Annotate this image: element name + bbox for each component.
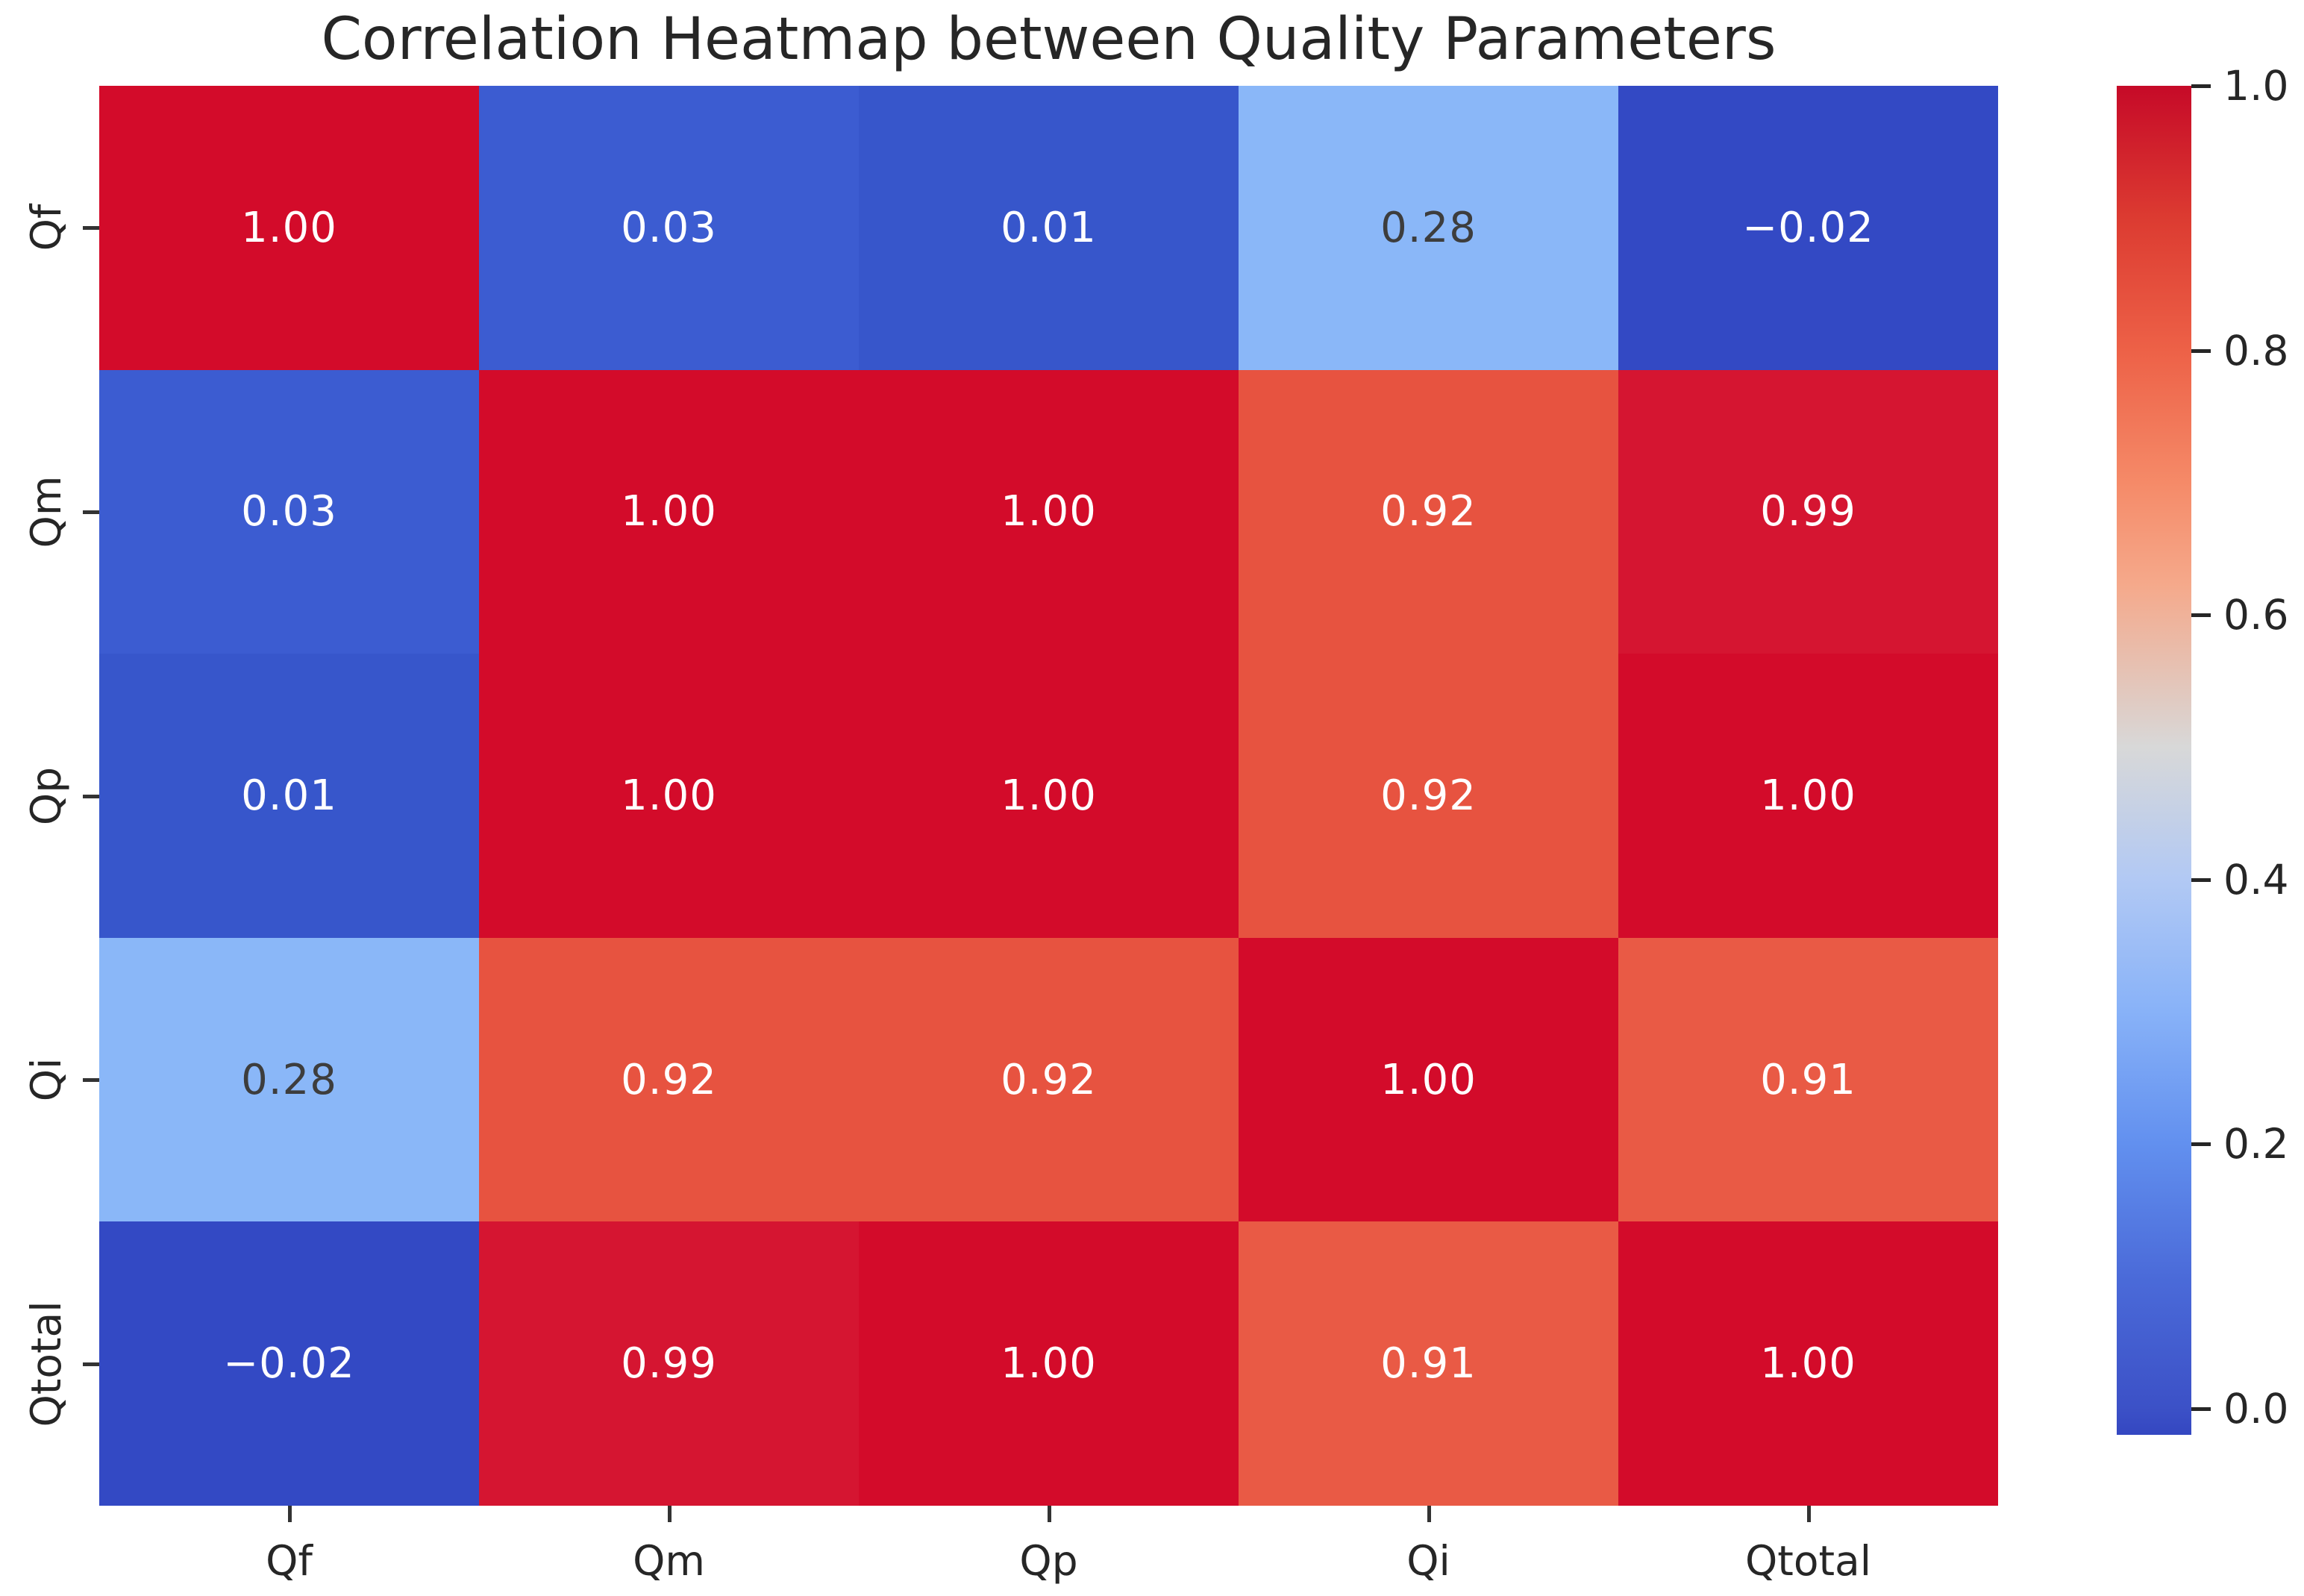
cell-value: 1.00 (1760, 1339, 1856, 1389)
y-axis-label-qi: Qi (22, 1057, 70, 1102)
y-tick-mark (83, 1078, 99, 1083)
cell-value: 0.03 (241, 487, 337, 536)
heatmap-cell: 0.91 (1239, 1221, 1618, 1506)
y-axis-label-qp: Qp (22, 766, 70, 825)
cell-value: 0.92 (1380, 771, 1477, 820)
colorbar-tick-label: 0.6 (2223, 591, 2289, 639)
heatmap-cell: 1.00 (1618, 654, 1998, 938)
colorbar (2117, 86, 2191, 1435)
x-axis-label-qp: Qp (1019, 1537, 1078, 1585)
cell-value: −0.02 (1742, 203, 1874, 252)
heatmap-cell: −0.02 (1618, 86, 1998, 370)
heatmap-cell: −0.02 (99, 1221, 479, 1506)
cell-value: 0.01 (241, 771, 337, 820)
colorbar-tick-mark (2191, 877, 2211, 882)
heatmap-cell: 1.00 (99, 86, 479, 370)
cell-value: 1.00 (1001, 487, 1097, 536)
x-axis-label-qi: Qi (1406, 1537, 1450, 1585)
colorbar-tick-mark (2191, 1406, 2211, 1411)
heatmap-cell: 0.03 (479, 86, 859, 370)
heatmap-cell: 0.92 (1239, 369, 1618, 654)
heatmap-cell: 1.00 (1239, 937, 1618, 1222)
cell-value: 0.03 (621, 203, 717, 252)
heatmap-cell: 0.91 (1618, 937, 1998, 1222)
cell-value: 1.00 (1760, 771, 1856, 820)
x-axis-label-qm: Qm (633, 1537, 705, 1585)
heatmap-cell: 1.00 (859, 654, 1239, 938)
colorbar-tick-label: 0.4 (2223, 855, 2289, 904)
cell-value: 0.99 (621, 1339, 717, 1389)
y-axis-label-qtotal: Qtotal (22, 1301, 70, 1427)
cell-value: 0.99 (1760, 487, 1856, 536)
cell-value: 0.92 (1001, 1055, 1097, 1104)
heatmap-cell: 1.00 (479, 369, 859, 654)
heatmap-cell: 0.03 (99, 369, 479, 654)
cell-value: 0.91 (1380, 1339, 1477, 1389)
x-tick-mark (1047, 1506, 1051, 1522)
chart-title: Correlation Heatmap between Quality Para… (321, 6, 1776, 73)
heatmap-cell: 0.99 (1618, 369, 1998, 654)
colorbar-tick-mark (2191, 84, 2211, 88)
x-tick-mark (1806, 1506, 1811, 1522)
y-tick-mark (83, 1362, 99, 1366)
y-axis-label-qm: Qm (22, 475, 70, 548)
heatmap-cell: 0.92 (859, 937, 1239, 1222)
heatmap-cell: 0.01 (99, 654, 479, 938)
cell-value: 1.00 (1001, 1339, 1097, 1389)
y-tick-mark (83, 794, 99, 798)
x-tick-mark (667, 1506, 672, 1522)
cell-value: 1.00 (621, 771, 717, 820)
cell-value: 0.28 (1380, 203, 1477, 252)
cell-value: 0.01 (1001, 203, 1097, 252)
x-axis-label-qtotal: Qtotal (1744, 1537, 1872, 1585)
cell-value: 0.92 (1380, 487, 1477, 536)
colorbar-tick-label: 0.8 (2223, 326, 2289, 375)
y-axis-label-qf: Qf (22, 204, 70, 251)
heatmap-cell: 1.00 (479, 654, 859, 938)
x-axis-label-qf: Qf (266, 1537, 313, 1585)
cell-value: 0.91 (1760, 1055, 1856, 1104)
colorbar-tick-label: 1.0 (2223, 62, 2289, 110)
colorbar-tick-label: 0.0 (2223, 1384, 2289, 1433)
heatmap-grid: 1.00 0.03 0.01 0.28 −0.02 0.03 1.00 1.00 0.92 0.9… (99, 86, 1998, 1506)
x-tick-mark (1427, 1506, 1431, 1522)
colorbar-tick-label: 0.2 (2223, 1120, 2289, 1168)
heatmap-cell: 1.00 (859, 369, 1239, 654)
cell-value: 0.92 (621, 1055, 717, 1104)
heatmap-cell: 1.00 (859, 1221, 1239, 1506)
heatmap-cell: 1.00 (1618, 1221, 1998, 1506)
cell-value: 0.28 (241, 1055, 337, 1104)
cell-value: 1.00 (1380, 1055, 1477, 1104)
y-tick-mark (83, 226, 99, 231)
cell-value: −0.02 (223, 1339, 355, 1389)
colorbar-tick-mark (2191, 348, 2211, 353)
y-tick-mark (83, 510, 99, 514)
colorbar-tick-mark (2191, 1142, 2211, 1147)
heatmap-cell: 0.01 (859, 86, 1239, 370)
x-tick-mark (287, 1506, 292, 1522)
heatmap-cell: 0.28 (1239, 86, 1618, 370)
heatmap-cell: 0.92 (479, 937, 859, 1222)
colorbar-tick-mark (2191, 613, 2211, 618)
heatmap-cell: 0.28 (99, 937, 479, 1222)
cell-value: 1.00 (241, 203, 337, 252)
cell-value: 1.00 (1001, 771, 1097, 820)
cell-value: 1.00 (621, 487, 717, 536)
heatmap-cell: 0.99 (479, 1221, 859, 1506)
heatmap-cell: 0.92 (1239, 654, 1618, 938)
